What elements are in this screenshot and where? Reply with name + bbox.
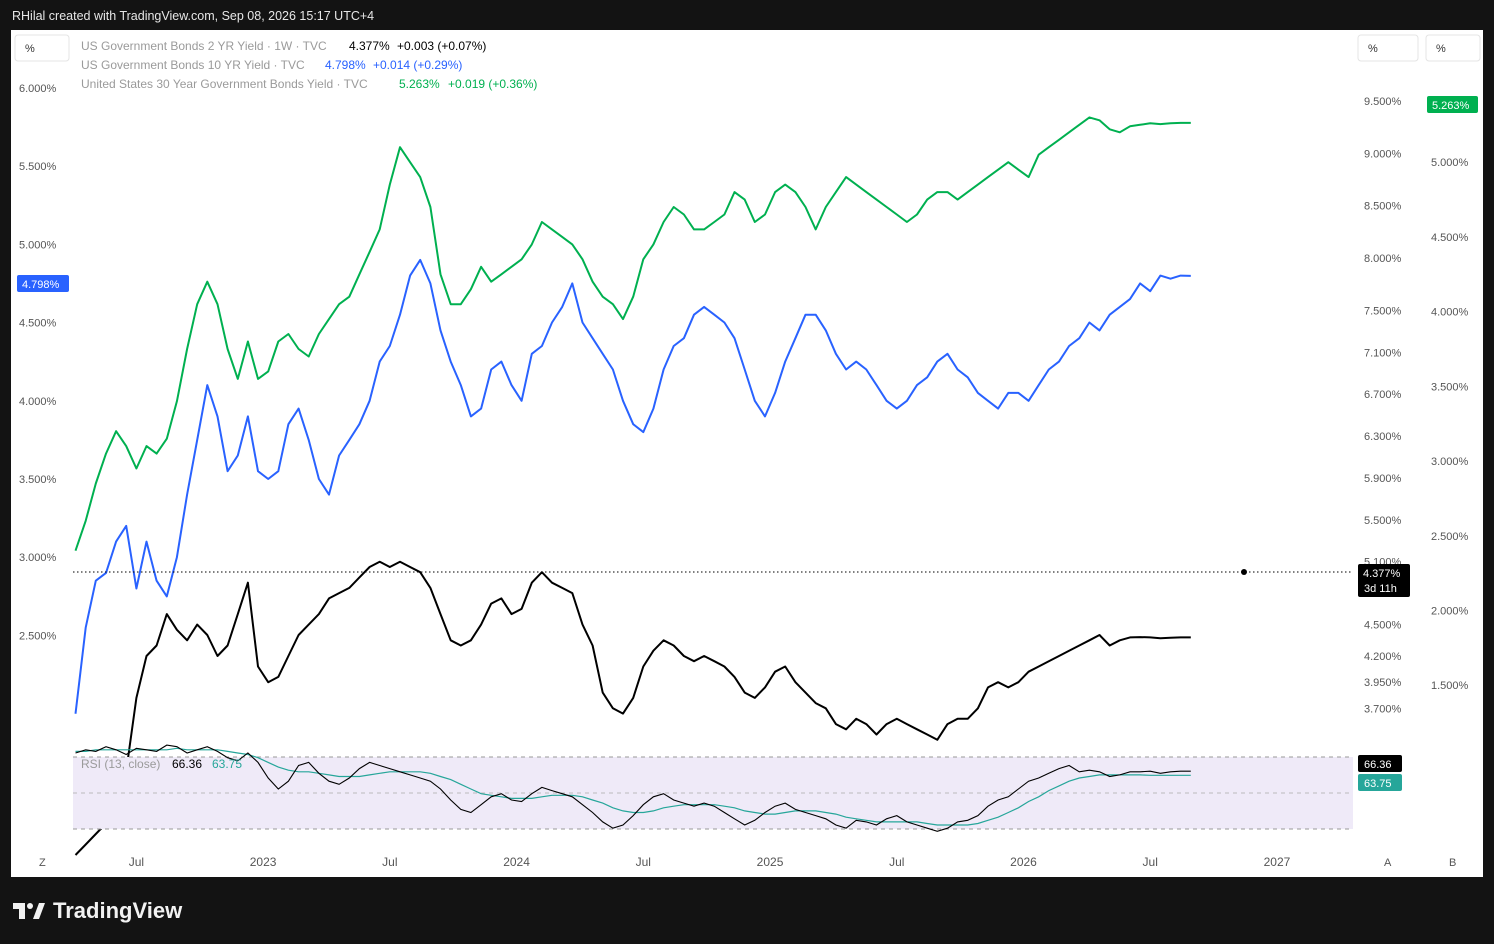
tradingview-logo-text: TradingView <box>53 898 183 923</box>
left-scale-toggle-button[interactable]: % <box>14 34 70 62</box>
legend-10yr-change: +0.014 (+0.29%) <box>373 58 462 72</box>
rsi-value: 66.36 <box>172 757 202 771</box>
right-axis-2yr-tick-8: 6.300% <box>1364 431 1402 443</box>
price-tag-2yr: 4.377% 3d 11h <box>1358 564 1410 597</box>
time-axis[interactable]: Jul 2023 Jul 2024 Jul 2025 Jul 2026 Jul 2027 <box>129 855 1291 869</box>
price-tag-10yr: 4.798% <box>17 275 69 292</box>
series-line-10yr[interactable] <box>74 258 1191 714</box>
right-axis-30yr-tick-0: 1.500% <box>1431 680 1469 692</box>
series-layer <box>74 116 1191 856</box>
rsi-value-tag: 66.36 <box>1358 755 1402 772</box>
legend-30yr-change: +0.019 (+0.36%) <box>448 77 537 91</box>
time-axis-tick-5: 2025 <box>757 855 784 869</box>
right-scale-2-label: % <box>1436 43 1446 55</box>
right-axis-2yr-tick-0: 3.700% <box>1364 703 1402 715</box>
right-axis-2yr-tick-2: 4.200% <box>1364 651 1402 663</box>
legend-2yr-change: +0.003 (+0.07%) <box>397 39 486 53</box>
rsi-ma-line[interactable] <box>75 747 1191 826</box>
b-button[interactable]: B <box>1449 857 1456 869</box>
time-axis-tick-1: 2023 <box>250 855 277 869</box>
chart-svg[interactable]: % % % US Government Bonds 2 YR Yield · 1… <box>11 30 1483 877</box>
right-axis-2yr-tick-12: 8.000% <box>1364 253 1402 265</box>
left-axis-tick-5: 5.000% <box>19 239 57 251</box>
left-price-axis[interactable]: 2.500% 3.000% 3.500% 4.000% 4.500% 5.000% 5.50… <box>19 83 57 643</box>
legend-10yr-name: US Government Bonds 10 YR Yield · TVC <box>81 58 305 72</box>
time-axis-tick-9: 2027 <box>1264 855 1291 869</box>
legend: US Government Bonds 2 YR Yield · 1W · TV… <box>81 39 537 91</box>
rsi-ma-tag: 63.75 <box>1358 774 1402 791</box>
right-axis-2yr-tick-9: 6.700% <box>1364 389 1402 401</box>
right-price-axis-30yr[interactable]: 1.500% 2.000% 2.500% 3.000% 3.500% 4.000% 4.50… <box>1431 157 1469 692</box>
legend-2yr[interactable]: US Government Bonds 2 YR Yield · 1W · TV… <box>81 39 486 53</box>
price-tag-10yr-text: 4.798% <box>22 279 60 291</box>
right-axis-2yr-tick-10: 7.100% <box>1364 347 1402 359</box>
tradingview-logo[interactable]: TradingView <box>13 898 182 924</box>
legend-30yr[interactable]: United States 30 Year Government Bonds Y… <box>81 77 537 91</box>
right-axis-2yr-tick-7: 5.900% <box>1364 473 1402 485</box>
legend-30yr-value: 5.263% <box>399 77 440 91</box>
price-tag-2yr-countdown: 3d 11h <box>1364 583 1397 595</box>
price-tag-30yr: 5.263% <box>1427 96 1478 113</box>
right-axis-30yr-tick-4: 3.500% <box>1431 381 1469 393</box>
right-axis-2yr-tick-11: 7.500% <box>1364 305 1402 317</box>
bottom-left-button[interactable]: Z <box>39 857 46 869</box>
rsi-ma-value: 63.75 <box>212 757 242 771</box>
legend-30yr-name: United States 30 Year Government Bonds Y… <box>81 77 368 91</box>
right-axis-30yr-tick-2: 2.500% <box>1431 531 1469 543</box>
left-axis-tick-1: 3.000% <box>19 552 57 564</box>
right-axis-2yr-tick-14: 9.000% <box>1364 148 1402 160</box>
legend-2yr-name: US Government Bonds 2 YR Yield · 1W · TV… <box>81 39 327 53</box>
rsi-value-tag-text: 66.36 <box>1364 759 1392 771</box>
time-axis-tick-2: Jul <box>382 855 397 869</box>
left-axis-tick-0: 2.500% <box>19 630 57 642</box>
left-axis-tick-7: 6.000% <box>19 83 57 95</box>
legend-10yr[interactable]: US Government Bonds 10 YR Yield · TVC 4.… <box>81 58 462 72</box>
legend-2yr-value: 4.377% <box>349 39 390 53</box>
right-axis-30yr-tick-6: 4.500% <box>1431 232 1469 244</box>
right-axis-30yr-tick-7: 5.000% <box>1431 157 1469 169</box>
series-line-2yr[interactable] <box>74 560 1191 856</box>
chart-frame: % % % US Government Bonds 2 YR Yield · 1… <box>11 30 1483 877</box>
left-axis-tick-2: 3.500% <box>19 474 57 486</box>
right-axis-30yr-tick-5: 4.000% <box>1431 307 1469 319</box>
last-point-marker-2yr <box>1241 569 1247 575</box>
right-scale-2-button[interactable]: % <box>1425 34 1481 62</box>
auto-scale-button[interactable]: A <box>1384 857 1392 869</box>
rsi-pane[interactable]: RSI (13, close) 66.36 63.75 66.36 63.75 <box>73 744 1402 832</box>
rsi-lines <box>75 744 1191 832</box>
right-axis-2yr-tick-6: 5.500% <box>1364 515 1402 527</box>
right-axis-2yr-tick-15: 9.500% <box>1364 96 1402 108</box>
time-axis-tick-3: 2024 <box>503 855 530 869</box>
right-price-axis-2yr[interactable]: 3.700%3.950%4.200%4.500%4.800%5.100%5.50… <box>1364 96 1402 715</box>
left-axis-tick-6: 5.500% <box>19 161 57 173</box>
time-axis-tick-8: Jul <box>1143 855 1158 869</box>
time-axis-tick-7: 2026 <box>1010 855 1037 869</box>
price-tag-30yr-text: 5.263% <box>1432 100 1470 112</box>
time-axis-tick-6: Jul <box>889 855 904 869</box>
rsi-label: RSI (13, close) <box>81 757 160 771</box>
right-scale-1-button[interactable]: % <box>1357 34 1419 62</box>
time-axis-tick-0: Jul <box>129 855 144 869</box>
price-tag-2yr-text: 4.377% <box>1363 568 1401 580</box>
time-axis-tick-4: Jul <box>636 855 651 869</box>
right-axis-2yr-tick-1: 3.950% <box>1364 677 1402 689</box>
tradingview-logo-icon <box>13 903 45 919</box>
rsi-line[interactable] <box>75 744 1191 832</box>
left-scale-label: % <box>25 43 35 55</box>
right-scale-1-label: % <box>1368 43 1378 55</box>
right-axis-2yr-tick-13: 8.500% <box>1364 201 1402 213</box>
right-axis-30yr-tick-1: 2.000% <box>1431 606 1469 618</box>
chart-credit: RHilal created with TradingView.com, Sep… <box>12 9 375 23</box>
right-axis-30yr-tick-3: 3.000% <box>1431 456 1469 468</box>
left-axis-tick-4: 4.500% <box>19 318 57 330</box>
rsi-ma-tag-text: 63.75 <box>1364 778 1392 790</box>
series-line-30yr[interactable] <box>74 116 1191 552</box>
left-axis-tick-3: 4.000% <box>19 396 57 408</box>
right-axis-2yr-tick-3: 4.500% <box>1364 620 1402 632</box>
legend-10yr-value: 4.798% <box>325 58 366 72</box>
